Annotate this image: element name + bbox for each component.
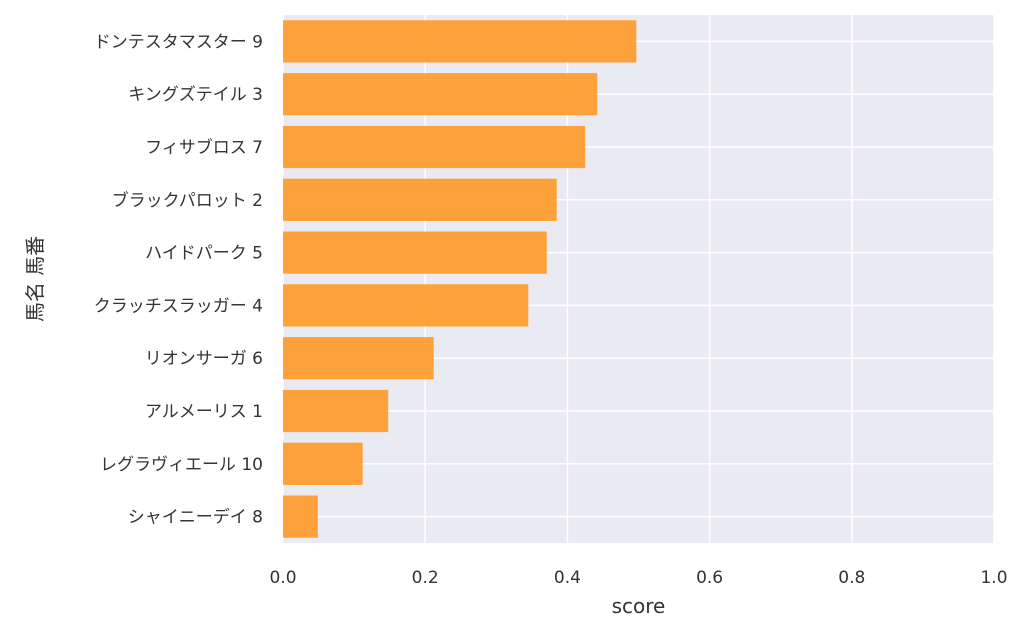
bar <box>283 442 363 485</box>
y-tick-label: シャイニーデイ 8 <box>128 507 263 528</box>
bar <box>283 73 598 116</box>
bar <box>283 495 318 538</box>
bar <box>283 231 547 274</box>
x-tick-label: 0.8 <box>838 568 865 588</box>
y-tick-labels: ドンテスタマスター 9 キングズテイル 3 フィサブロス 7 ブラックパロット 2 ハイ… <box>94 32 263 527</box>
bar <box>283 125 586 169</box>
bar <box>283 389 389 433</box>
bar <box>283 178 557 221</box>
y-tick-label: レグラヴィエール 10 <box>100 455 263 475</box>
bar <box>283 284 529 327</box>
x-tick-label: 0.6 <box>696 568 723 588</box>
y-tick-label: ハイドパーク 5 <box>145 244 263 264</box>
x-tick-label: 1.0 <box>980 568 1007 588</box>
bar <box>283 337 434 380</box>
y-tick-label: ブラックパロット 2 <box>112 190 263 211</box>
bar <box>283 20 637 63</box>
x-tick-labels: 0.0 0.2 0.4 0.6 0.8 1.0 <box>269 568 1007 588</box>
y-tick-label: ドンテスタマスター 9 <box>94 32 263 52</box>
y-tick-label: アルメーリス 1 <box>145 402 263 422</box>
x-tick-label: 0.0 <box>269 568 296 588</box>
y-tick-label: クラッチスラッガー 4 <box>94 296 263 316</box>
x-tick-label: 0.4 <box>554 568 581 588</box>
bars <box>283 20 637 538</box>
y-tick-label: フィサブロス 7 <box>145 137 263 158</box>
y-tick-label: リオンサーガ 6 <box>145 349 263 369</box>
x-tick-label: 0.2 <box>412 568 439 588</box>
y-axis-title: 馬名 馬番 <box>23 236 47 322</box>
x-axis-title: score <box>612 594 666 618</box>
y-tick-label: キングズテイル 3 <box>128 85 263 105</box>
